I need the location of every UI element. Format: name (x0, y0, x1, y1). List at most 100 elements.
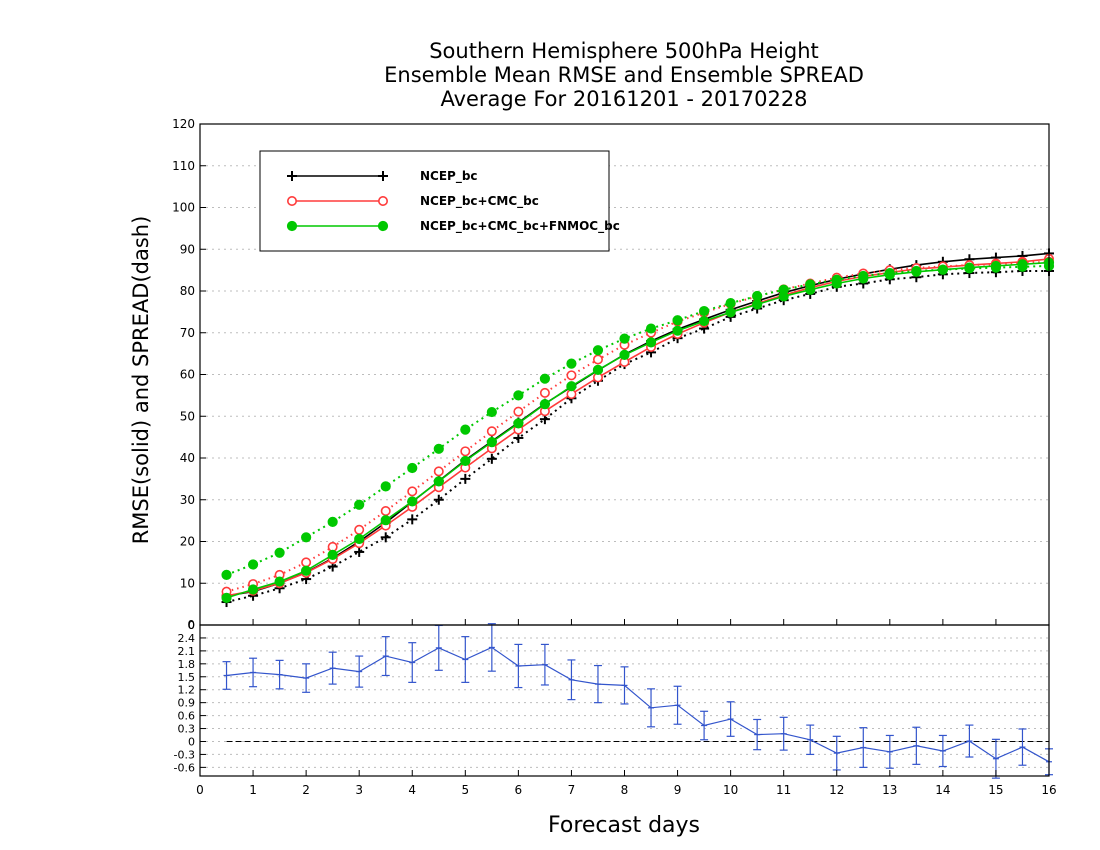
x-tick-label: 7 (568, 783, 576, 797)
difference-line (226, 646, 1050, 763)
open-circle-marker (460, 446, 471, 457)
plus-marker (287, 171, 297, 181)
filled-circle-marker (911, 265, 922, 277)
filled-circle-marker (725, 298, 736, 309)
open-circle-marker (513, 406, 524, 417)
upper-y-axis: 0 10 20 30 40 50 60 70 80 90 100 110 120 (172, 117, 206, 632)
upper-y-tick-label: 40 (180, 451, 195, 465)
filled-circle-marker (566, 381, 577, 392)
x-tick-label: 12 (829, 783, 844, 797)
filled-circle-marker (752, 290, 763, 302)
legend-label: NCEP_bc+CMC_bc (420, 194, 539, 209)
lower-y-tick-label: 0.9 (178, 697, 196, 710)
chart-title: Southern Hemisphere 500hPa HeightEnsembl… (384, 39, 864, 111)
lower-y-top-label: 0 (188, 619, 195, 632)
filled-circle-marker (380, 481, 391, 492)
filled-circle-marker (698, 315, 710, 327)
filled-circle-marker (645, 337, 657, 348)
filled-circle-marker (937, 264, 948, 275)
x-tick-label: 10 (723, 783, 738, 797)
open-circle-marker (539, 387, 550, 398)
lower-y-tick-label: 1.8 (178, 658, 196, 671)
filled-circle-marker (884, 267, 895, 279)
upper-series (221, 248, 1055, 608)
open-circle-marker (407, 486, 418, 497)
filled-circle-marker (354, 499, 365, 510)
upper-y-tick-label: 70 (180, 326, 195, 340)
filled-circle-marker (831, 274, 842, 285)
upper-y-tick-label: 30 (180, 493, 195, 507)
filled-circle-marker (513, 390, 524, 401)
filled-circle-marker (460, 455, 471, 467)
plus-marker (378, 171, 388, 181)
filled-circle-marker (327, 516, 338, 527)
filled-circle-marker (380, 515, 391, 526)
lower-y-tick-label: 0 (188, 735, 195, 748)
lower-y-tick-label: 1.5 (178, 671, 196, 684)
spread-line-NCEP_bc+CMC_bc+FNMOC_bc (226, 264, 1050, 576)
upper-y-tick-label: 50 (180, 409, 195, 423)
plus-marker (486, 453, 497, 464)
filled-circle-marker (539, 373, 551, 384)
open-circle-marker (486, 426, 497, 437)
filled-circle-marker (274, 576, 285, 587)
upper-y-tick-label: 0 (187, 618, 195, 632)
filled-circle-marker (407, 462, 418, 474)
lower-y-tick-label: -0.6 (174, 761, 195, 774)
lower-panel: -0.6-0.300.30.60.91.21.51.82.12.40 (174, 619, 1053, 779)
filled-circle-marker (354, 533, 365, 545)
upper-y-tick-label: 10 (180, 576, 195, 590)
series-NCEP_bc (221, 248, 1054, 608)
x-tick-label: 13 (882, 783, 897, 797)
open-circle-marker (301, 557, 312, 568)
lower-y-tick-label: 0.3 (178, 723, 196, 736)
upper-y-tick-label: 80 (180, 284, 195, 298)
filled-circle-marker (433, 443, 444, 454)
x-tick-label: 11 (776, 783, 791, 797)
filled-circle-marker (539, 399, 551, 410)
filled-circle-marker (672, 315, 683, 326)
filled-circle-marker (990, 262, 1002, 273)
lower-y-tick-label: -0.3 (174, 748, 195, 761)
filled-circle-marker (619, 333, 630, 344)
plus-marker (513, 432, 524, 443)
spread-line-NCEP_bc+CMC_bc (226, 260, 1050, 593)
filled-circle-marker (513, 418, 524, 429)
title-line-3: Average For 20161201 - 20170228 (440, 87, 807, 111)
lower-y-tick-label: 2.1 (178, 645, 196, 658)
lower-y-axis: -0.6-0.300.30.60.91.21.51.82.12.40 (174, 619, 206, 774)
series-NCEP_bc+CMC_bc+FNMOC_bc (221, 257, 1055, 603)
filled-circle-marker (301, 565, 312, 576)
lower-y-tick-label: 1.2 (178, 684, 196, 697)
filled-circle-marker (247, 584, 259, 595)
spread-line-NCEP_bc (226, 270, 1049, 603)
legend-label: NCEP_bc (420, 169, 478, 184)
legend-label: NCEP_bc+CMC_bc+FNMOC_bc (420, 219, 620, 234)
upper-y-tick-label: 120 (172, 117, 195, 131)
filled-circle-marker (964, 263, 975, 274)
title-line-2: Ensemble Mean RMSE and Ensemble SPREAD (384, 63, 864, 87)
filled-circle-marker (377, 220, 389, 232)
x-tick-label: 5 (461, 783, 469, 797)
y-axis-label: RMSE(solid) and SPREAD(dash) (129, 216, 153, 545)
series-NCEP_bc+CMC_bc (221, 253, 1055, 601)
filled-circle-marker (805, 279, 816, 290)
legend: NCEP_bc NCEP_bc+CMC_bc NCEP_bc+CMC_bc+FNMO… (259, 150, 620, 252)
title-line-1: Southern Hemisphere 500hPa Height (429, 39, 819, 63)
open-circle-marker (592, 354, 603, 365)
plus-marker (354, 546, 365, 557)
filled-circle-marker (247, 559, 259, 570)
open-circle-marker (566, 370, 577, 381)
filled-circle-marker (672, 325, 683, 336)
plus-marker (380, 532, 391, 543)
upper-y-tick-label: 60 (180, 368, 195, 382)
filled-circle-marker (592, 364, 604, 376)
open-circle-marker (286, 196, 297, 207)
filled-circle-marker (407, 496, 418, 507)
x-tick-label: 6 (515, 783, 523, 797)
filled-circle-marker (752, 299, 763, 310)
x-tick-label: 8 (621, 783, 629, 797)
lower-grid (200, 637, 1049, 768)
